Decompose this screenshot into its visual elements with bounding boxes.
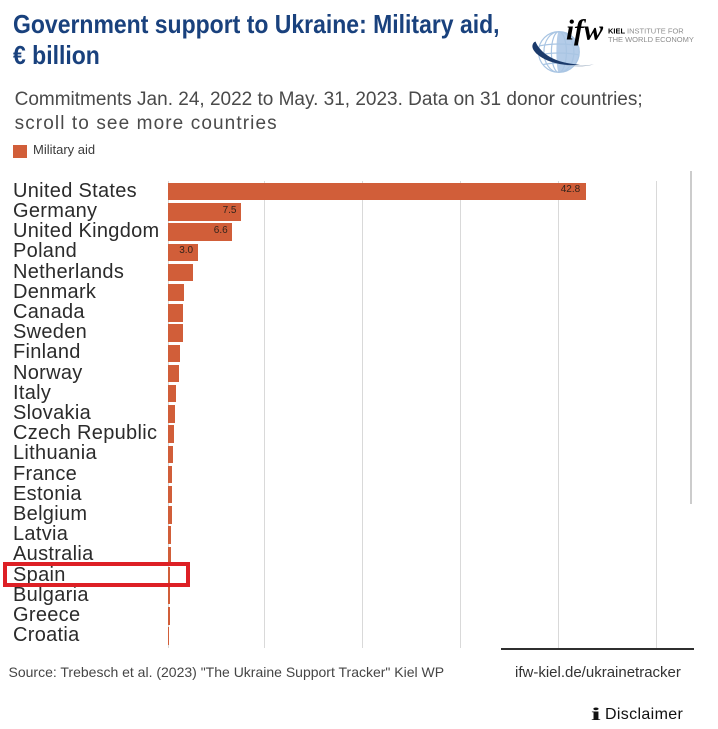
svg-text:ifw: ifw	[566, 15, 604, 47]
svg-text:THE WORLD ECONOMY: THE WORLD ECONOMY	[608, 35, 694, 44]
svg-text:KIEL INSTITUTE FOR: KIEL INSTITUTE FOR	[608, 27, 684, 36]
